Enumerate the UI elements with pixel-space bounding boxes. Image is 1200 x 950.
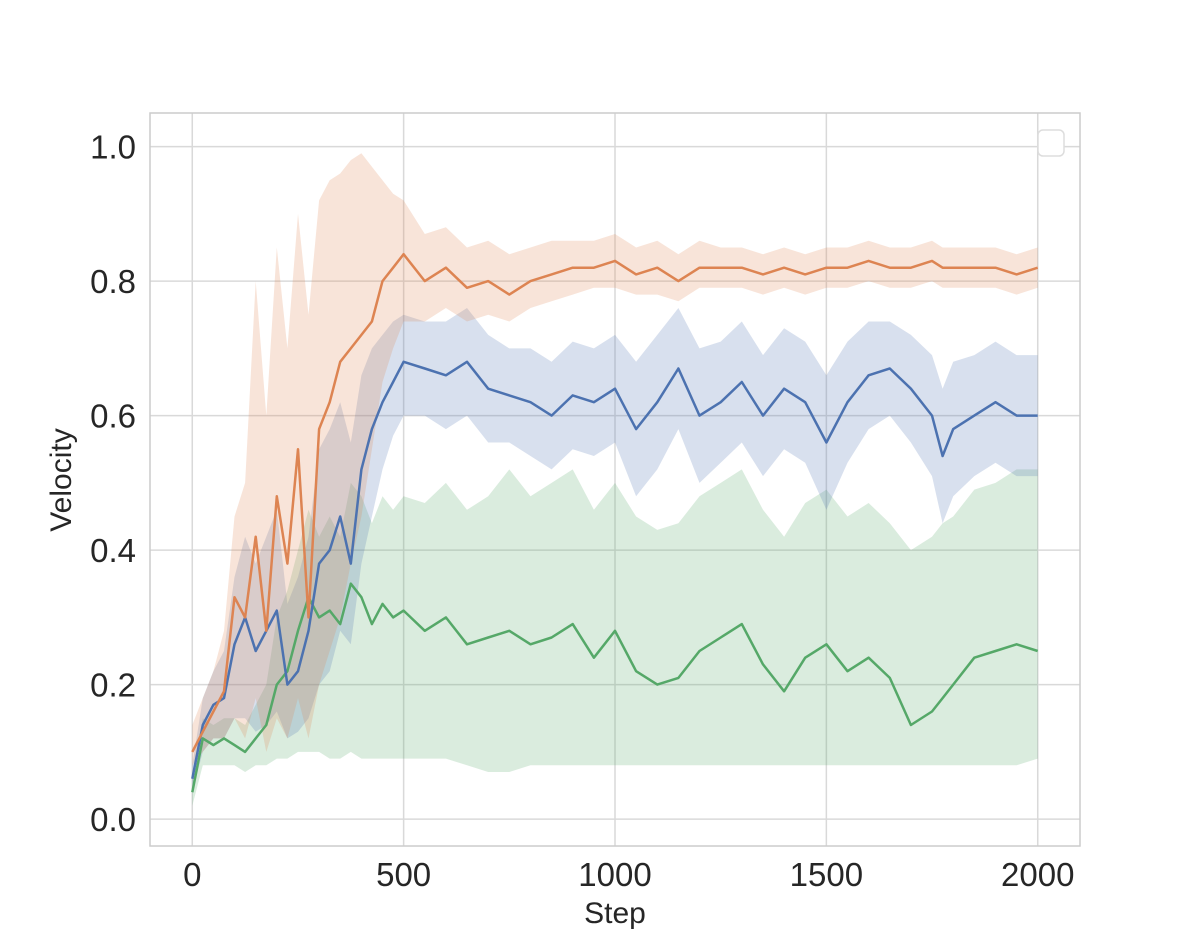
series-0-band [192,153,1038,766]
series-0-line [191,252,1039,753]
legend-box [1037,129,1065,157]
x-tick-label: 1500 [790,856,863,893]
y-tick-label: 0.0 [90,801,136,838]
x-tick-label: 1000 [578,856,651,893]
y-tick-label: 0.6 [90,398,136,435]
x-tick-label: 2000 [1001,856,1074,893]
y-tick-labels: 0.0 0.2 0.4 0.6 0.8 1.0 [90,129,136,838]
y-axis-label: Velocity [45,428,78,531]
y-tick-label: 1.0 [90,129,136,166]
plot-frame [149,112,1081,847]
x-tick-label: 500 [376,856,431,893]
series-1-line [191,360,1038,780]
y-tick-label: 0.8 [90,263,136,300]
series-1-band [192,308,1038,793]
y-tick-label: 0.4 [90,532,136,569]
y-tick-label: 0.2 [90,667,136,704]
variance-bands [192,153,1038,806]
series-2-line [191,582,1039,793]
x-tick-labels: 0 500 1000 1500 2000 [183,856,1074,893]
series-lines [191,252,1039,793]
x-axis-label: Step [584,897,646,930]
x-tick-label: 0 [183,856,201,893]
series-2-band [192,469,1038,806]
